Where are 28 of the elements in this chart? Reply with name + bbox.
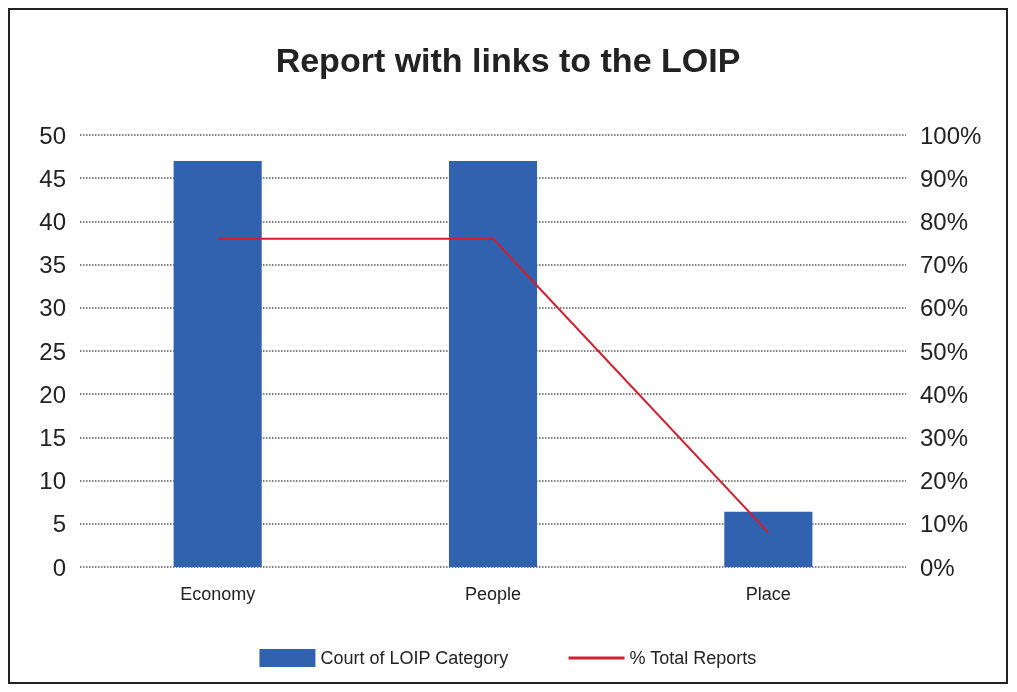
y-tick-label: 40 [39, 207, 66, 235]
y-tick-label: 0 [52, 553, 66, 581]
chart-title: Report with links to the LOIP [275, 41, 741, 79]
x-tick-label: People [464, 584, 522, 604]
y-tick-label: 10 [39, 467, 66, 495]
x-tick-label: Place [745, 584, 791, 604]
y2-tick-label: 40% [920, 380, 969, 408]
y-tick-label: 45 [39, 164, 66, 192]
y-tick-label: 50 [39, 121, 66, 149]
y-tick-label: 25 [39, 337, 66, 365]
y-tick-label: 30 [39, 294, 66, 322]
y2-tick-label: 10% [920, 510, 969, 538]
y-tick-label: 35 [39, 251, 66, 279]
y-tick-label: 5 [52, 510, 66, 538]
y2-tick-label: 60% [920, 294, 969, 322]
y2-tick-label: 20% [920, 467, 969, 495]
y2-tick-label: 100% [920, 121, 982, 149]
y2-tick-label: 70% [920, 251, 969, 279]
x-tick-label: Economy [180, 584, 256, 604]
y2-tick-label: 50% [920, 337, 969, 365]
y-tick-label: 20 [39, 380, 66, 408]
y-tick-label: 15 [39, 423, 66, 451]
y2-tick-label: 90% [920, 164, 969, 192]
y2-tick-label: 80% [920, 207, 969, 235]
y2-tick-label: 30% [920, 423, 969, 451]
legend-label: % Total Reports [629, 648, 757, 668]
legend-label: Court of LOIP Category [320, 648, 509, 668]
y2-tick-label: 0% [920, 553, 955, 581]
